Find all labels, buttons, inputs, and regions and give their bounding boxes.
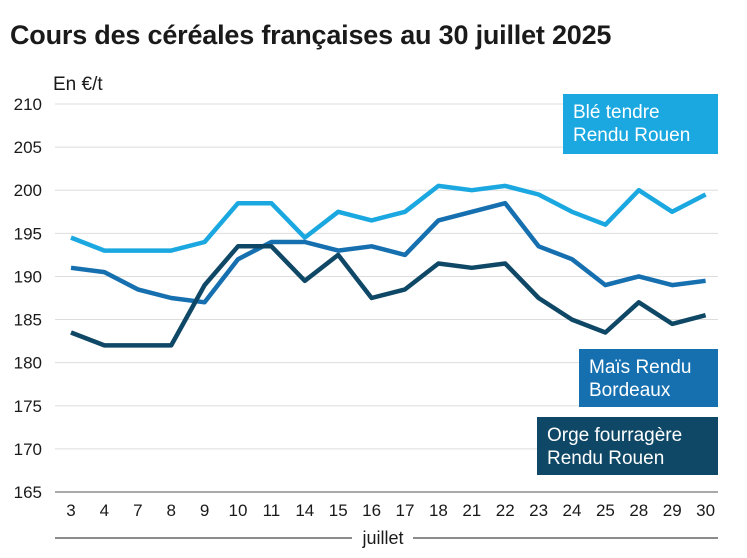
series-label-text: Rendu Rouen <box>573 125 690 146</box>
x-tick-label: 17 <box>396 501 415 520</box>
series-label-text: Rendu Rouen <box>547 448 664 469</box>
x-tick-label: 16 <box>362 501 381 520</box>
y-tick-label: 190 <box>14 267 42 286</box>
x-axis-label-group: juillet <box>55 528 718 548</box>
x-tick-label: 15 <box>329 501 348 520</box>
x-axis-label: juillet <box>361 528 403 548</box>
y-axis-unit-label: En €/t <box>53 74 103 95</box>
series-label-box <box>563 94 718 154</box>
series-line-0 <box>70 183 707 253</box>
x-tick-label: 28 <box>629 501 648 520</box>
series-line-2 <box>70 244 707 348</box>
x-axis-ticks: 3 4 7 8 9 10 11 14 15 16 17 18 21 22 23 24 25 28 29 30 <box>66 501 715 520</box>
x-tick-label: 22 <box>496 501 515 520</box>
x-tick-label: 7 <box>133 501 142 520</box>
y-tick-label: 180 <box>14 354 42 373</box>
series-label-box <box>537 417 718 475</box>
series-label-text: Blé tendre <box>573 102 660 123</box>
x-tick-label: 18 <box>429 501 448 520</box>
x-tick-label: 10 <box>229 501 248 520</box>
x-tick-label: 29 <box>663 501 682 520</box>
y-tick-label: 175 <box>14 397 42 416</box>
series-label-text: Bordeaux <box>589 380 671 401</box>
x-tick-label: 9 <box>200 501 209 520</box>
y-tick-label: 205 <box>14 138 42 157</box>
x-tick-label: 3 <box>66 501 75 520</box>
x-tick-label: 25 <box>596 501 615 520</box>
series-label-text: Maïs Rendu <box>589 357 691 378</box>
series-label-text: Orge fourragère <box>547 425 682 446</box>
y-tick-label: 195 <box>14 224 42 243</box>
y-tick-label: 200 <box>14 181 42 200</box>
y-tick-label: 185 <box>14 311 42 330</box>
y-tick-label: 165 <box>14 483 42 502</box>
x-tick-label: 21 <box>462 501 481 520</box>
series-label-box <box>579 349 718 407</box>
x-tick-label: 8 <box>166 501 175 520</box>
x-tick-label: 24 <box>563 501 582 520</box>
series-line-1 <box>70 200 706 305</box>
chart-title: Cours des céréales françaises au 30 juil… <box>10 20 612 50</box>
y-axis-ticks: 165 170 175 180 185 190 195 200 205 210 <box>14 95 42 502</box>
x-tick-label: 30 <box>696 501 715 520</box>
y-tick-label: 170 <box>14 440 42 459</box>
x-tick-label: 4 <box>100 501 109 520</box>
x-tick-label: 23 <box>529 501 548 520</box>
y-tick-label: 210 <box>14 95 42 114</box>
series-lines <box>70 183 707 348</box>
x-tick-label: 14 <box>295 501 314 520</box>
x-tick-label: 11 <box>263 501 281 520</box>
